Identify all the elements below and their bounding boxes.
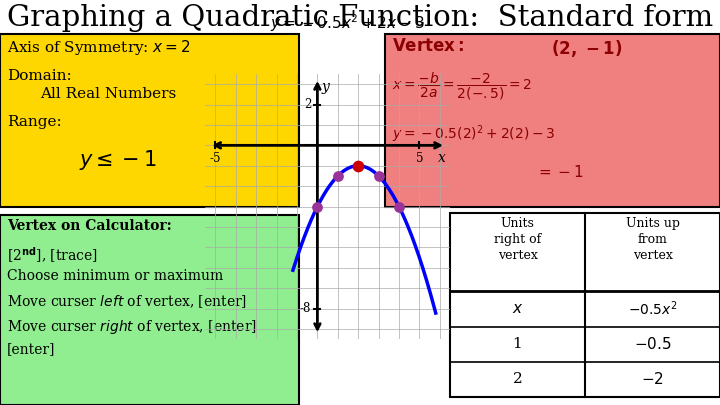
Text: $-0.5x^2$: $-0.5x^2$ <box>628 300 678 318</box>
Text: Units
right of
vertex: Units right of vertex <box>494 217 541 262</box>
Text: Move curser $\bf\it{left}$ of vertex, [enter]: Move curser $\bf\it{left}$ of vertex, [e… <box>7 294 247 310</box>
Text: Graphing a Quadratic Function:  Standard form: Graphing a Quadratic Function: Standard … <box>7 4 713 32</box>
Text: Vertex on Calculator:: Vertex on Calculator: <box>7 219 172 233</box>
FancyBboxPatch shape <box>0 34 299 207</box>
FancyBboxPatch shape <box>385 34 720 207</box>
Point <box>332 173 343 179</box>
Text: 2: 2 <box>513 372 523 386</box>
Text: [2$^{\mathbf{nd}}$], [trace]: [2$^{\mathbf{nd}}$], [trace] <box>7 245 98 265</box>
Text: x: x <box>438 151 446 166</box>
Text: $= -1$: $= -1$ <box>536 164 584 180</box>
Text: 5: 5 <box>415 153 423 166</box>
Text: Choose minimum or maximum: Choose minimum or maximum <box>7 269 223 283</box>
Text: $x = \dfrac{-b}{2a} = \dfrac{-2}{2(-.5)} = 2$: $x = \dfrac{-b}{2a} = \dfrac{-2}{2(-.5)}… <box>392 71 533 102</box>
Text: All Real Numbers: All Real Numbers <box>40 87 176 101</box>
Point <box>312 203 323 210</box>
Text: Axis of Symmetry: $x = 2$: Axis of Symmetry: $x = 2$ <box>7 38 191 58</box>
Text: $y = -0.5x^2 + 2x - 3$: $y = -0.5x^2 + 2x - 3$ <box>270 12 425 34</box>
Text: $\mathbf{Vertex:}$: $\mathbf{Vertex:}$ <box>392 38 464 55</box>
Text: [enter]: [enter] <box>7 342 55 356</box>
Text: -5: -5 <box>210 153 221 166</box>
Text: Domain:: Domain: <box>7 69 72 83</box>
Text: $y = -0.5(2)^2 + 2(2) - 3$: $y = -0.5(2)^2 + 2(2) - 3$ <box>392 124 556 145</box>
Text: -8: -8 <box>300 302 311 315</box>
Text: $-2$: $-2$ <box>641 371 664 388</box>
Text: Units up
from
vertex: Units up from vertex <box>626 217 680 262</box>
Point <box>393 203 405 210</box>
Point <box>373 173 384 179</box>
Text: $\mathbf{(2,\,-1)}$: $\mathbf{(2,\,-1)}$ <box>551 38 622 60</box>
Text: $x$: $x$ <box>512 302 523 316</box>
Text: y: y <box>321 80 329 94</box>
Text: 1: 1 <box>513 337 523 352</box>
Text: $-0.5$: $-0.5$ <box>634 337 671 352</box>
FancyBboxPatch shape <box>0 215 299 405</box>
FancyBboxPatch shape <box>450 213 720 397</box>
Text: Move curser $\bf\it{right}$ of vertex, [enter]: Move curser $\bf\it{right}$ of vertex, [… <box>7 318 257 336</box>
Text: $y \leq -1$: $y \leq -1$ <box>79 148 157 172</box>
Point <box>353 162 364 169</box>
Text: Range:: Range: <box>7 115 62 130</box>
Text: 2: 2 <box>304 98 311 111</box>
